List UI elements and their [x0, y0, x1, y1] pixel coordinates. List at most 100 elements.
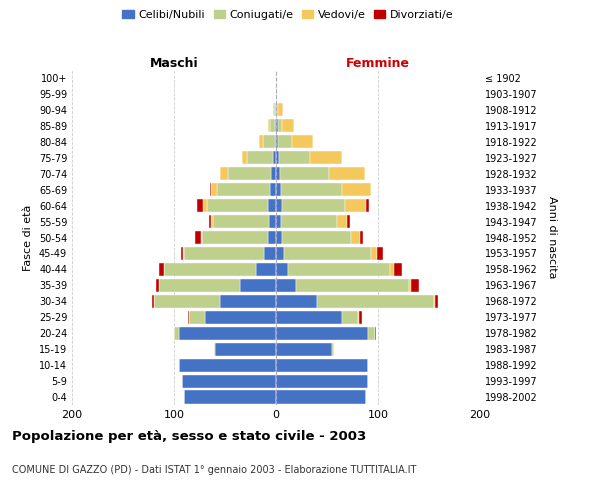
- Bar: [264, 247, 276, 260]
- Bar: [288, 263, 390, 276]
- Bar: [188, 310, 190, 324]
- Bar: [390, 263, 394, 276]
- Bar: [203, 199, 206, 212]
- Bar: [276, 135, 278, 148]
- Bar: [183, 247, 184, 260]
- Bar: [181, 247, 183, 260]
- Bar: [259, 135, 263, 148]
- Text: Femmine: Femmine: [346, 57, 410, 70]
- Bar: [342, 310, 358, 324]
- Bar: [366, 199, 369, 212]
- Bar: [154, 295, 220, 308]
- Bar: [276, 151, 279, 164]
- Bar: [279, 151, 310, 164]
- Bar: [276, 358, 368, 372]
- Bar: [284, 247, 371, 260]
- Bar: [337, 215, 347, 228]
- Text: COMUNE DI GAZZO (PD) - Dati ISTAT 1° gennaio 2003 - Elaborazione TUTTITALIA.IT: COMUNE DI GAZZO (PD) - Dati ISTAT 1° gen…: [12, 465, 416, 475]
- Bar: [371, 247, 377, 260]
- Bar: [275, 120, 276, 132]
- Bar: [310, 151, 342, 164]
- Bar: [242, 151, 247, 164]
- Text: Maschi: Maschi: [149, 57, 199, 70]
- Bar: [197, 199, 203, 212]
- Bar: [159, 279, 240, 292]
- Bar: [270, 183, 276, 196]
- Bar: [329, 167, 365, 180]
- Bar: [200, 231, 202, 244]
- Bar: [273, 151, 276, 164]
- Bar: [220, 295, 276, 308]
- Bar: [280, 167, 329, 180]
- Bar: [211, 183, 217, 196]
- Bar: [184, 390, 276, 404]
- Bar: [375, 326, 376, 340]
- Bar: [273, 104, 274, 117]
- Bar: [240, 279, 276, 292]
- Bar: [347, 215, 350, 228]
- Bar: [274, 104, 276, 117]
- Bar: [394, 263, 403, 276]
- Bar: [220, 167, 228, 180]
- Bar: [276, 326, 368, 340]
- Bar: [213, 215, 269, 228]
- Bar: [211, 215, 213, 228]
- Bar: [155, 279, 158, 292]
- Bar: [332, 342, 334, 355]
- Bar: [190, 310, 205, 324]
- Bar: [359, 310, 362, 324]
- Bar: [276, 342, 332, 355]
- Bar: [434, 295, 435, 308]
- Bar: [159, 263, 164, 276]
- Bar: [228, 167, 271, 180]
- Bar: [276, 231, 282, 244]
- Bar: [409, 279, 410, 292]
- Bar: [152, 295, 154, 308]
- Text: Popolazione per età, sesso e stato civile - 2003: Popolazione per età, sesso e stato civil…: [12, 430, 366, 443]
- Bar: [202, 231, 268, 244]
- Bar: [276, 295, 317, 308]
- Bar: [346, 199, 366, 212]
- Bar: [179, 326, 276, 340]
- Bar: [368, 326, 375, 340]
- Bar: [276, 310, 342, 324]
- Bar: [269, 215, 276, 228]
- Bar: [282, 231, 352, 244]
- Bar: [206, 199, 268, 212]
- Bar: [281, 183, 342, 196]
- Bar: [276, 104, 278, 117]
- Bar: [276, 279, 296, 292]
- Bar: [278, 135, 292, 148]
- Bar: [276, 183, 281, 196]
- Bar: [268, 231, 276, 244]
- Bar: [196, 231, 200, 244]
- Bar: [209, 215, 211, 228]
- Bar: [217, 183, 270, 196]
- Bar: [276, 199, 282, 212]
- Bar: [358, 310, 359, 324]
- Bar: [435, 295, 438, 308]
- Bar: [276, 167, 280, 180]
- Bar: [276, 390, 366, 404]
- Bar: [276, 88, 277, 101]
- Bar: [276, 374, 368, 388]
- Bar: [282, 120, 295, 132]
- Bar: [215, 342, 276, 355]
- Bar: [377, 247, 383, 260]
- Legend: Celibi/Nubili, Coniugati/e, Vedovi/e, Divorziati/e: Celibi/Nubili, Coniugati/e, Vedovi/e, Di…: [118, 6, 458, 25]
- Bar: [292, 135, 313, 148]
- Bar: [268, 199, 276, 212]
- Bar: [210, 183, 211, 196]
- Bar: [174, 326, 179, 340]
- Bar: [282, 199, 346, 212]
- Bar: [256, 263, 276, 276]
- Bar: [410, 279, 419, 292]
- Bar: [317, 295, 434, 308]
- Bar: [214, 342, 215, 355]
- Bar: [247, 151, 273, 164]
- Bar: [268, 120, 270, 132]
- Bar: [271, 167, 276, 180]
- Bar: [278, 120, 282, 132]
- Bar: [276, 120, 278, 132]
- Bar: [263, 135, 275, 148]
